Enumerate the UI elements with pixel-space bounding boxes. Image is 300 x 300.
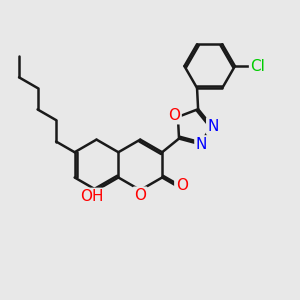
- Text: O: O: [134, 188, 146, 203]
- Text: N: N: [196, 137, 207, 152]
- Text: OH: OH: [80, 189, 104, 204]
- Text: O: O: [176, 178, 188, 193]
- Text: O: O: [168, 108, 180, 123]
- Text: Cl: Cl: [250, 58, 265, 74]
- Text: N: N: [208, 118, 219, 134]
